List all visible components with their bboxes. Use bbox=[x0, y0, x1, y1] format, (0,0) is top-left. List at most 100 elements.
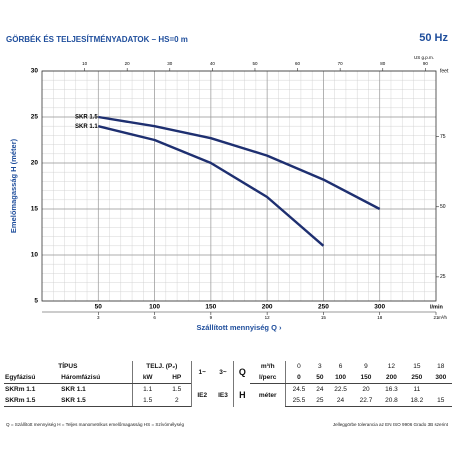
cell: 100 bbox=[327, 372, 354, 384]
x2-tick-label: 20 bbox=[125, 61, 131, 66]
cell: 15 bbox=[429, 395, 452, 407]
curve-label: SKR 1.1 bbox=[75, 124, 98, 130]
x-tick-label: 100 bbox=[149, 304, 160, 311]
x-tick-label: 150 bbox=[205, 304, 216, 311]
x2-tick-label: 70 bbox=[338, 61, 344, 66]
cell: 20 bbox=[362, 386, 370, 393]
cell: 22.5 bbox=[334, 386, 347, 393]
curve bbox=[98, 115, 381, 211]
x3-tick-label: 6 bbox=[153, 315, 156, 320]
cell: SKRm 1.1 bbox=[5, 386, 36, 393]
cell: m³/h bbox=[260, 363, 275, 370]
y2-unit: feet bbox=[440, 68, 449, 74]
cell: H bbox=[233, 383, 251, 407]
title: GÖRBÉK ÉS TELJESÍTMÉNYADATOK – HS=0 m bbox=[6, 35, 188, 44]
cell: 24.5 bbox=[285, 383, 312, 395]
cell bbox=[430, 384, 452, 396]
cell: Q bbox=[233, 361, 251, 384]
chart: 5 10 15 20 25 30 50 100 150 200 250 300 l/min 10 20 30 4… bbox=[9, 55, 449, 332]
cell: 0 bbox=[285, 361, 312, 372]
y-tick-label: 10 bbox=[31, 252, 39, 259]
cell: 9 bbox=[364, 363, 368, 370]
footnote: Jelleggörbe tolerancia az EN ISO 9906 Gr… bbox=[332, 422, 448, 427]
x-tick-label: 50 bbox=[95, 304, 103, 311]
curve bbox=[98, 125, 325, 247]
cell: TÍPUS bbox=[58, 363, 78, 370]
cell: IE2 bbox=[190, 383, 213, 407]
cell: Egyfázisú bbox=[4, 372, 61, 384]
cell: 150 bbox=[353, 372, 379, 384]
cell: SKR 1.5 bbox=[60, 395, 133, 407]
cell: 1.5 bbox=[131, 395, 163, 407]
frequency: 50 Hz bbox=[419, 32, 448, 44]
y-axis-title: Emelőmagasság H (méter) bbox=[9, 138, 18, 233]
cell: 200 bbox=[378, 372, 405, 384]
x2-tick-label: 50 bbox=[252, 61, 258, 66]
cell: 2 bbox=[162, 395, 192, 407]
x-tick-label: 300 bbox=[374, 304, 385, 311]
cell: 1.1 bbox=[131, 383, 163, 395]
y-tick-label: 25 bbox=[31, 114, 39, 121]
cell: 25 bbox=[311, 395, 328, 407]
y-tick-label: 15 bbox=[31, 206, 39, 213]
data-table: TÍPUS TELJ. (P₂) 1~ 3~ Q m³/h 0 3 6 9 12… bbox=[4, 361, 452, 407]
cell: 18 bbox=[437, 363, 445, 370]
cell: 250 bbox=[404, 372, 430, 384]
cell: 24 bbox=[316, 386, 324, 393]
x2-tick-label: 40 bbox=[210, 61, 216, 66]
cell: 15 bbox=[413, 363, 421, 370]
cell: 20.8 bbox=[378, 395, 405, 407]
x2-tick-label: 80 bbox=[380, 61, 386, 66]
plot-frame bbox=[41, 70, 437, 302]
cell: 12 bbox=[387, 363, 396, 370]
cell: TELJ. (P₂) bbox=[131, 361, 192, 372]
cell: 3~ bbox=[219, 368, 227, 376]
cell: 6 bbox=[338, 363, 343, 370]
y2-tick-label: 50 bbox=[440, 204, 446, 210]
y-tick-label: 30 bbox=[31, 68, 39, 75]
cell: IE3 bbox=[218, 391, 228, 399]
x2-tick-label: 10 bbox=[82, 61, 88, 66]
cell: l/perc bbox=[250, 372, 286, 384]
x3-tick-label: 18 bbox=[377, 315, 383, 320]
cell: SKR 1.1 bbox=[61, 386, 86, 393]
y2-tick-label: 25 bbox=[440, 274, 446, 280]
cell: 18.2 bbox=[404, 395, 430, 407]
cell: 3 bbox=[318, 363, 322, 370]
y-tick-label: 20 bbox=[31, 160, 39, 167]
cell: 0 bbox=[285, 372, 312, 384]
cell: 24 bbox=[327, 395, 354, 407]
x-tick-label: 250 bbox=[318, 304, 329, 311]
x-axis-title: Szállított mennyiség Q › bbox=[196, 323, 282, 332]
curve-label: SKR 1.5 bbox=[75, 115, 98, 121]
x-tick-label: 200 bbox=[262, 304, 273, 311]
cell: 11 bbox=[413, 386, 421, 393]
x3-tick-label: 15 bbox=[321, 315, 327, 320]
x3-tick-label: 12 bbox=[265, 315, 271, 320]
cell: SKRm 1.5 bbox=[4, 395, 61, 407]
cell: Háromfázisú bbox=[60, 372, 133, 384]
cell: 16.3 bbox=[385, 386, 398, 393]
x-unit: l/min bbox=[430, 304, 443, 310]
cell: 1~ bbox=[190, 361, 213, 384]
y-tick-label: 5 bbox=[34, 298, 38, 305]
cell: 22.7 bbox=[353, 395, 379, 407]
x2-unit: US g.p.m. bbox=[414, 55, 434, 60]
x2-tick-label: 90 bbox=[423, 61, 429, 66]
y2-tick-label: 75 bbox=[440, 134, 446, 140]
x3-tick-label: 21 bbox=[433, 315, 439, 320]
cell: 50 bbox=[311, 372, 328, 384]
cell: 25.5 bbox=[285, 395, 312, 407]
footnote: Q = Szállított mennyiség H = Teljes mano… bbox=[6, 422, 185, 427]
cell: 1.5 bbox=[172, 386, 182, 393]
x3-tick-label: 3 bbox=[97, 315, 100, 320]
cell: HP bbox=[162, 372, 192, 384]
x2-tick-label: 30 bbox=[167, 61, 173, 66]
x2-tick-label: 60 bbox=[295, 61, 301, 66]
cell: méter bbox=[258, 391, 277, 399]
cell: 300 bbox=[429, 372, 452, 384]
x3-tick-label: 9 bbox=[210, 315, 213, 320]
x3-unit: m³/h bbox=[438, 315, 447, 320]
cell: kW bbox=[131, 372, 163, 384]
